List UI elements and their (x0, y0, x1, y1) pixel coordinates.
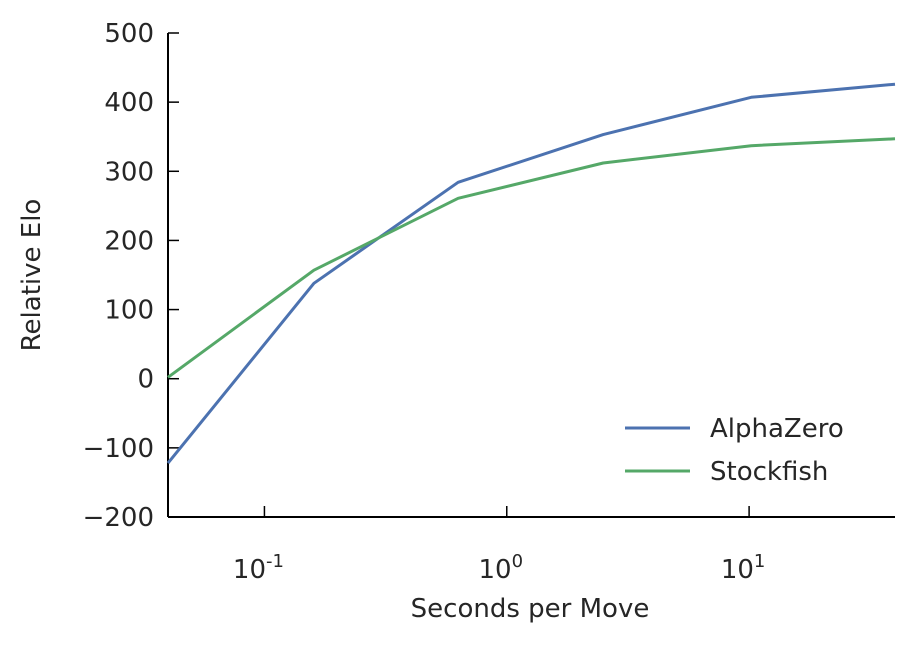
y-tick-label: 200 (104, 226, 154, 256)
series-line-stockfish (167, 137, 896, 379)
y-axis-label: Relative Elo (17, 199, 47, 352)
y-tick-label: 0 (137, 365, 154, 395)
legend-label-alphazero: AlphaZero (710, 414, 844, 444)
y-tick-label: 400 (104, 88, 154, 118)
legend: AlphaZero Stockfish (625, 414, 844, 487)
x-tick-label: 10-1 (233, 551, 284, 585)
x-tick-label: 101 (721, 551, 766, 585)
y-tick-label: −200 (83, 503, 154, 533)
legend-label-stockfish: Stockfish (710, 457, 828, 487)
y-axis: 500 400 300 200 100 0 −100 −200 (83, 19, 179, 533)
y-tick-label: −100 (83, 434, 154, 464)
y-tick-label: 300 (104, 157, 154, 187)
series-line-alphazero (166, 82, 896, 465)
x-axis: 10-1 100 101 (168, 506, 895, 585)
x-axis-label: Seconds per Move (411, 594, 650, 624)
y-tick-label: 500 (104, 19, 154, 49)
series-layer (166, 82, 896, 465)
y-tick-label: 100 (104, 296, 154, 326)
x-tick-label: 100 (478, 551, 523, 585)
